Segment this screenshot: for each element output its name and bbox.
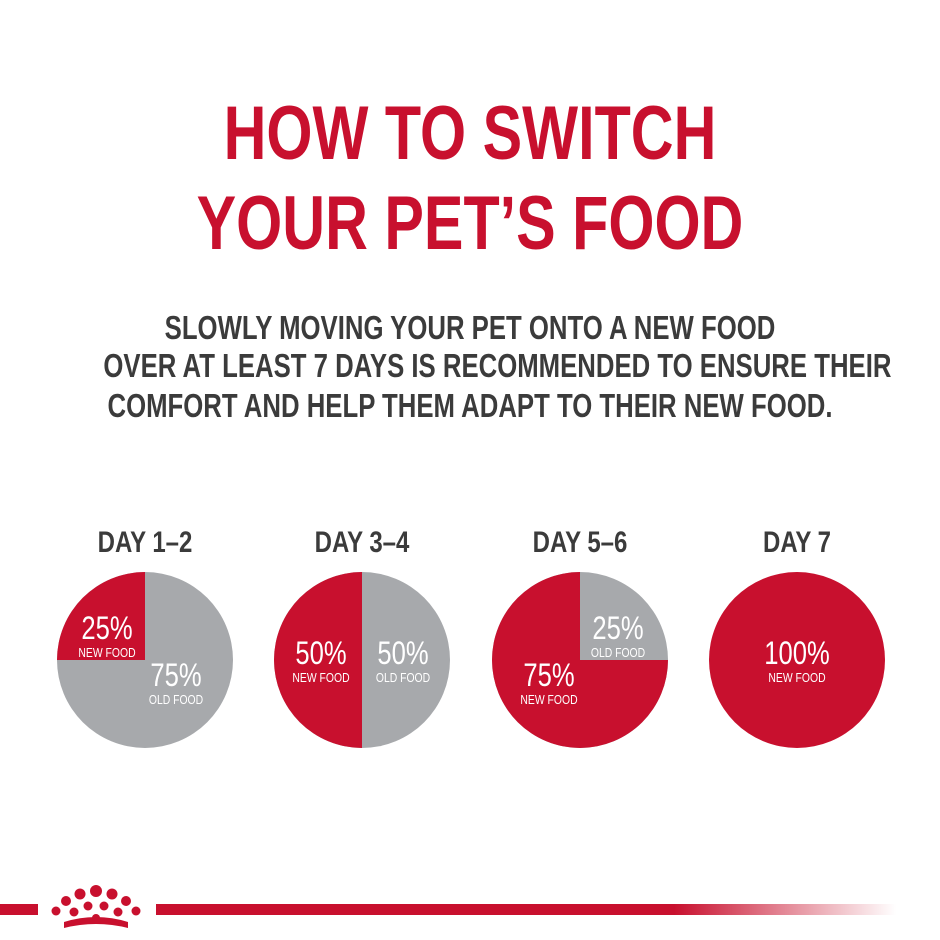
pie-chart-2-old-food-label: OLD FOOD xyxy=(376,671,430,685)
pie-chart-4-new-food-percent-group: 100% xyxy=(764,636,829,671)
page-title-line-1: HOW TO SWITCH xyxy=(223,91,717,176)
footer-stripe-left xyxy=(0,904,38,915)
pie-chart-3-old-food-label-group: OLD FOOD xyxy=(591,646,645,660)
pie-chart-2-slice-new-food xyxy=(274,572,362,748)
pie-chart-1-slice-new-food xyxy=(57,572,145,660)
pie-chart-2-new-food-percent: 50% xyxy=(295,636,346,671)
pie-chart-2-title-group: DAY 3–4 xyxy=(315,524,410,558)
pie-chart-4: DAY 7 100%NEW FOOD xyxy=(709,524,885,748)
pie-chart-3-title-group: DAY 5–6 xyxy=(533,524,628,558)
pie-chart-3-title: DAY 5–6 xyxy=(533,524,628,558)
pie-chart-1-title: DAY 1–2 xyxy=(98,524,193,558)
subtitle-line-2: OVER AT LEAST 7 DAYS IS RECOMMENDED TO E… xyxy=(103,347,892,384)
pie-chart-2-old-food-percent: 50% xyxy=(377,636,428,671)
pie-chart-3-new-food-percent-group: 75% xyxy=(523,658,574,693)
pie-chart-3-new-food-label: NEW FOOD xyxy=(520,693,577,707)
pie-chart-1-old-food-label: OLD FOOD xyxy=(149,693,203,707)
pie-chart-1-old-food-percent: 75% xyxy=(150,658,201,693)
royal-canin-crown-icon xyxy=(51,885,141,928)
pie-chart-4-new-food-label: NEW FOOD xyxy=(768,671,825,685)
pie-chart-4-title: DAY 7 xyxy=(763,524,831,558)
pie-chart-1-old-food-label-group: OLD FOOD xyxy=(149,693,203,707)
pie-chart-3-slice-new-food xyxy=(492,572,668,748)
pie-chart-4-title-group: DAY 7 xyxy=(763,524,831,558)
pie-chart-4-new-food-label-group: NEW FOOD xyxy=(768,671,825,685)
pie-chart-3-old-food-percent: 25% xyxy=(592,611,643,646)
pie-chart-1-title-group: DAY 1–2 xyxy=(98,524,193,558)
pie-chart-2-old-food-label-group: OLD FOOD xyxy=(376,671,430,685)
pie-chart-4-new-food-percent: 100% xyxy=(764,636,829,671)
subtitle-line-3: COMFORT AND HELP THEM ADAPT TO THEIR NEW… xyxy=(107,387,833,424)
pie-chart-3-old-food-label: OLD FOOD xyxy=(591,646,645,660)
pie-chart-2-new-food-label: NEW FOOD xyxy=(292,671,349,685)
pie-chart-1-new-food-label: NEW FOOD xyxy=(78,646,135,660)
pie-chart-3: DAY 5–6 75%NEW FOOD 25%OLD FOOD xyxy=(492,524,668,748)
pie-chart-1-new-food-percent: 25% xyxy=(81,611,132,646)
pie-chart-3-new-food-label-group: NEW FOOD xyxy=(520,693,577,707)
pie-chart-3-old-food-percent-group: 25% xyxy=(592,611,643,646)
pie-chart-4-slice-new-food xyxy=(709,572,885,748)
pie-chart-2-old-food-percent-group: 50% xyxy=(377,636,428,671)
pie-chart-1-old-food-percent-group: 75% xyxy=(150,658,201,693)
pie-chart-1: DAY 1–2 25%NEW FOOD 75%OLD FOOD xyxy=(57,524,233,748)
pie-chart-2-new-food-percent-group: 50% xyxy=(295,636,346,671)
pie-chart-1-new-food-percent-group: 25% xyxy=(81,611,132,646)
pie-chart-1-new-food-label-group: NEW FOOD xyxy=(78,646,135,660)
pie-chart-2-new-food-label-group: NEW FOOD xyxy=(292,671,349,685)
footer-stripe xyxy=(156,904,896,915)
subtitle-line-1: SLOWLY MOVING YOUR PET ONTO A NEW FOOD xyxy=(164,309,776,346)
pie-chart-3-new-food-percent: 75% xyxy=(523,658,574,693)
page-title-line-2: YOUR PET’S FOOD xyxy=(196,181,744,266)
pie-chart-2-title: DAY 3–4 xyxy=(315,524,410,558)
